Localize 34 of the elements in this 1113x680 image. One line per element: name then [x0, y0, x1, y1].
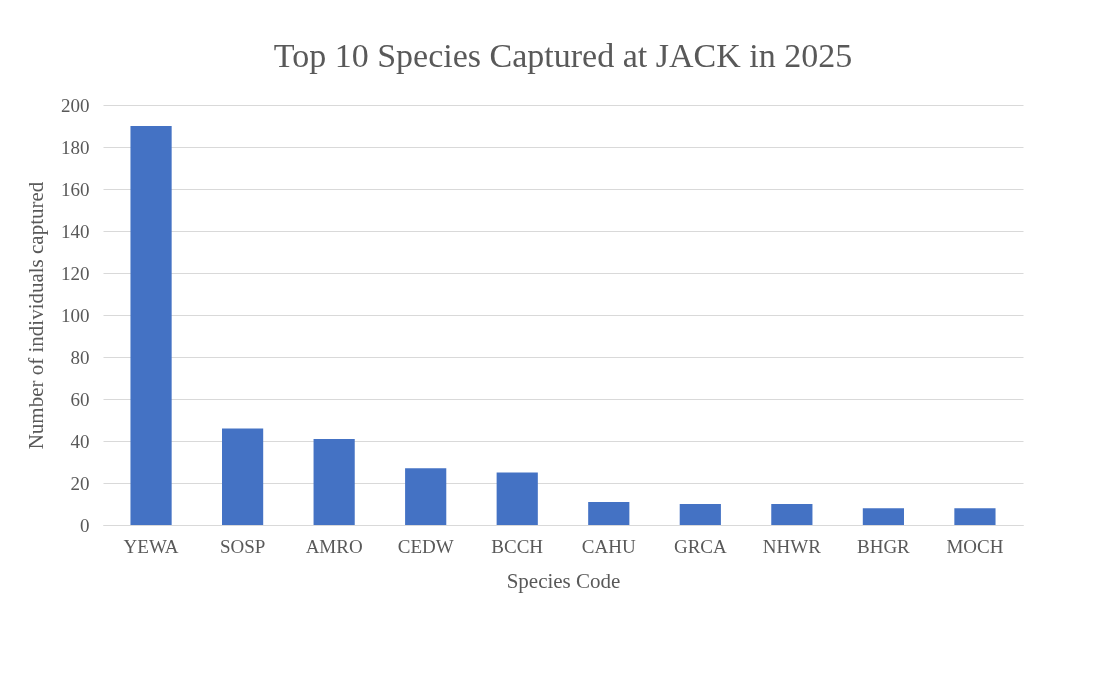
y-tick-label: 20: [70, 472, 90, 494]
y-tick-label: 200: [61, 94, 90, 116]
y-tick-label: 120: [61, 262, 90, 284]
y-tick-label: 80: [70, 346, 90, 368]
bar: [588, 501, 630, 525]
x-tick-label: CEDW: [397, 535, 454, 557]
x-tick-label: MOCH: [946, 535, 1004, 557]
bar: [405, 468, 447, 525]
bar: [222, 428, 264, 525]
x-tick-label: NHWR: [762, 535, 822, 557]
y-tick-label: 100: [61, 304, 90, 326]
x-tick-label: BCCH: [491, 535, 544, 557]
y-tick-label: 140: [61, 220, 90, 242]
y-tick-label: 0: [80, 514, 90, 536]
x-tick-label: AMRO: [305, 535, 363, 557]
x-tick-label: CAHU: [581, 535, 636, 557]
x-tick-label: BHGR: [857, 535, 911, 557]
bar: [130, 126, 172, 525]
y-axis-title: Number of individuals captured: [24, 181, 48, 450]
bar: [679, 504, 721, 525]
bar: [862, 508, 904, 525]
y-tick-label: 160: [61, 178, 90, 200]
bar: [771, 504, 813, 525]
bar: [954, 508, 996, 525]
x-tick-label: GRCA: [673, 535, 727, 557]
x-axis-title: Species Code: [506, 568, 621, 593]
y-tick-label: 180: [61, 136, 90, 158]
y-tick-label: 40: [70, 430, 90, 452]
x-tick-label: SOSP: [219, 535, 266, 557]
bar: [313, 438, 355, 525]
bar: [496, 472, 538, 525]
chart-title: Top 10 Species Captured at JACK in 2025: [273, 37, 853, 74]
y-tick-label: 60: [70, 388, 90, 410]
x-tick-label: YEWA: [123, 535, 179, 557]
